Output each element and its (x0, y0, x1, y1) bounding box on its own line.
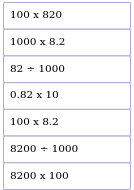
FancyBboxPatch shape (3, 83, 131, 109)
FancyBboxPatch shape (3, 163, 131, 189)
Text: 8200 x 100: 8200 x 100 (10, 172, 69, 181)
Text: 0.82 x 10: 0.82 x 10 (10, 92, 59, 101)
Text: 1000 x 8.2: 1000 x 8.2 (10, 38, 65, 47)
Text: 100 x 820: 100 x 820 (10, 11, 62, 20)
Text: 8200 ÷ 1000: 8200 ÷ 1000 (10, 145, 78, 154)
FancyBboxPatch shape (3, 109, 131, 136)
FancyBboxPatch shape (3, 56, 131, 83)
Text: 100 x 8.2: 100 x 8.2 (10, 118, 59, 127)
Text: 82 ÷ 1000: 82 ÷ 1000 (10, 65, 65, 74)
FancyBboxPatch shape (3, 2, 131, 29)
FancyBboxPatch shape (3, 136, 131, 163)
FancyBboxPatch shape (3, 29, 131, 56)
